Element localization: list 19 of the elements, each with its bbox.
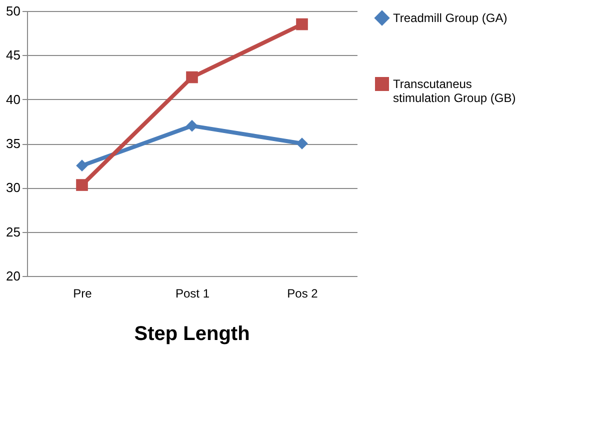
point <box>296 18 308 30</box>
y-tick-label: 25 <box>6 224 20 240</box>
text: Step Length <box>134 323 250 345</box>
y-tick-label: 20 <box>6 268 20 284</box>
y-tick-label: 35 <box>6 136 20 151</box>
x-tick-label: Post 1 <box>175 286 210 300</box>
y-tick-label: 45 <box>6 48 20 63</box>
x-tick-label: Pre <box>73 286 92 300</box>
point <box>296 138 308 150</box>
point <box>76 160 88 172</box>
y-tick-label: 50 <box>6 4 20 18</box>
point <box>186 120 198 132</box>
legend-label: Treadmill Group (GA) <box>393 11 508 25</box>
legend-label: Transcutaneus stimulation Group (GB) <box>393 77 516 105</box>
y-tick-label: 30 <box>6 180 20 196</box>
point <box>186 71 198 84</box>
x-tick-label: Pos 2 <box>287 286 318 300</box>
y-tick-label: 40 <box>6 92 20 107</box>
point <box>76 179 88 191</box>
